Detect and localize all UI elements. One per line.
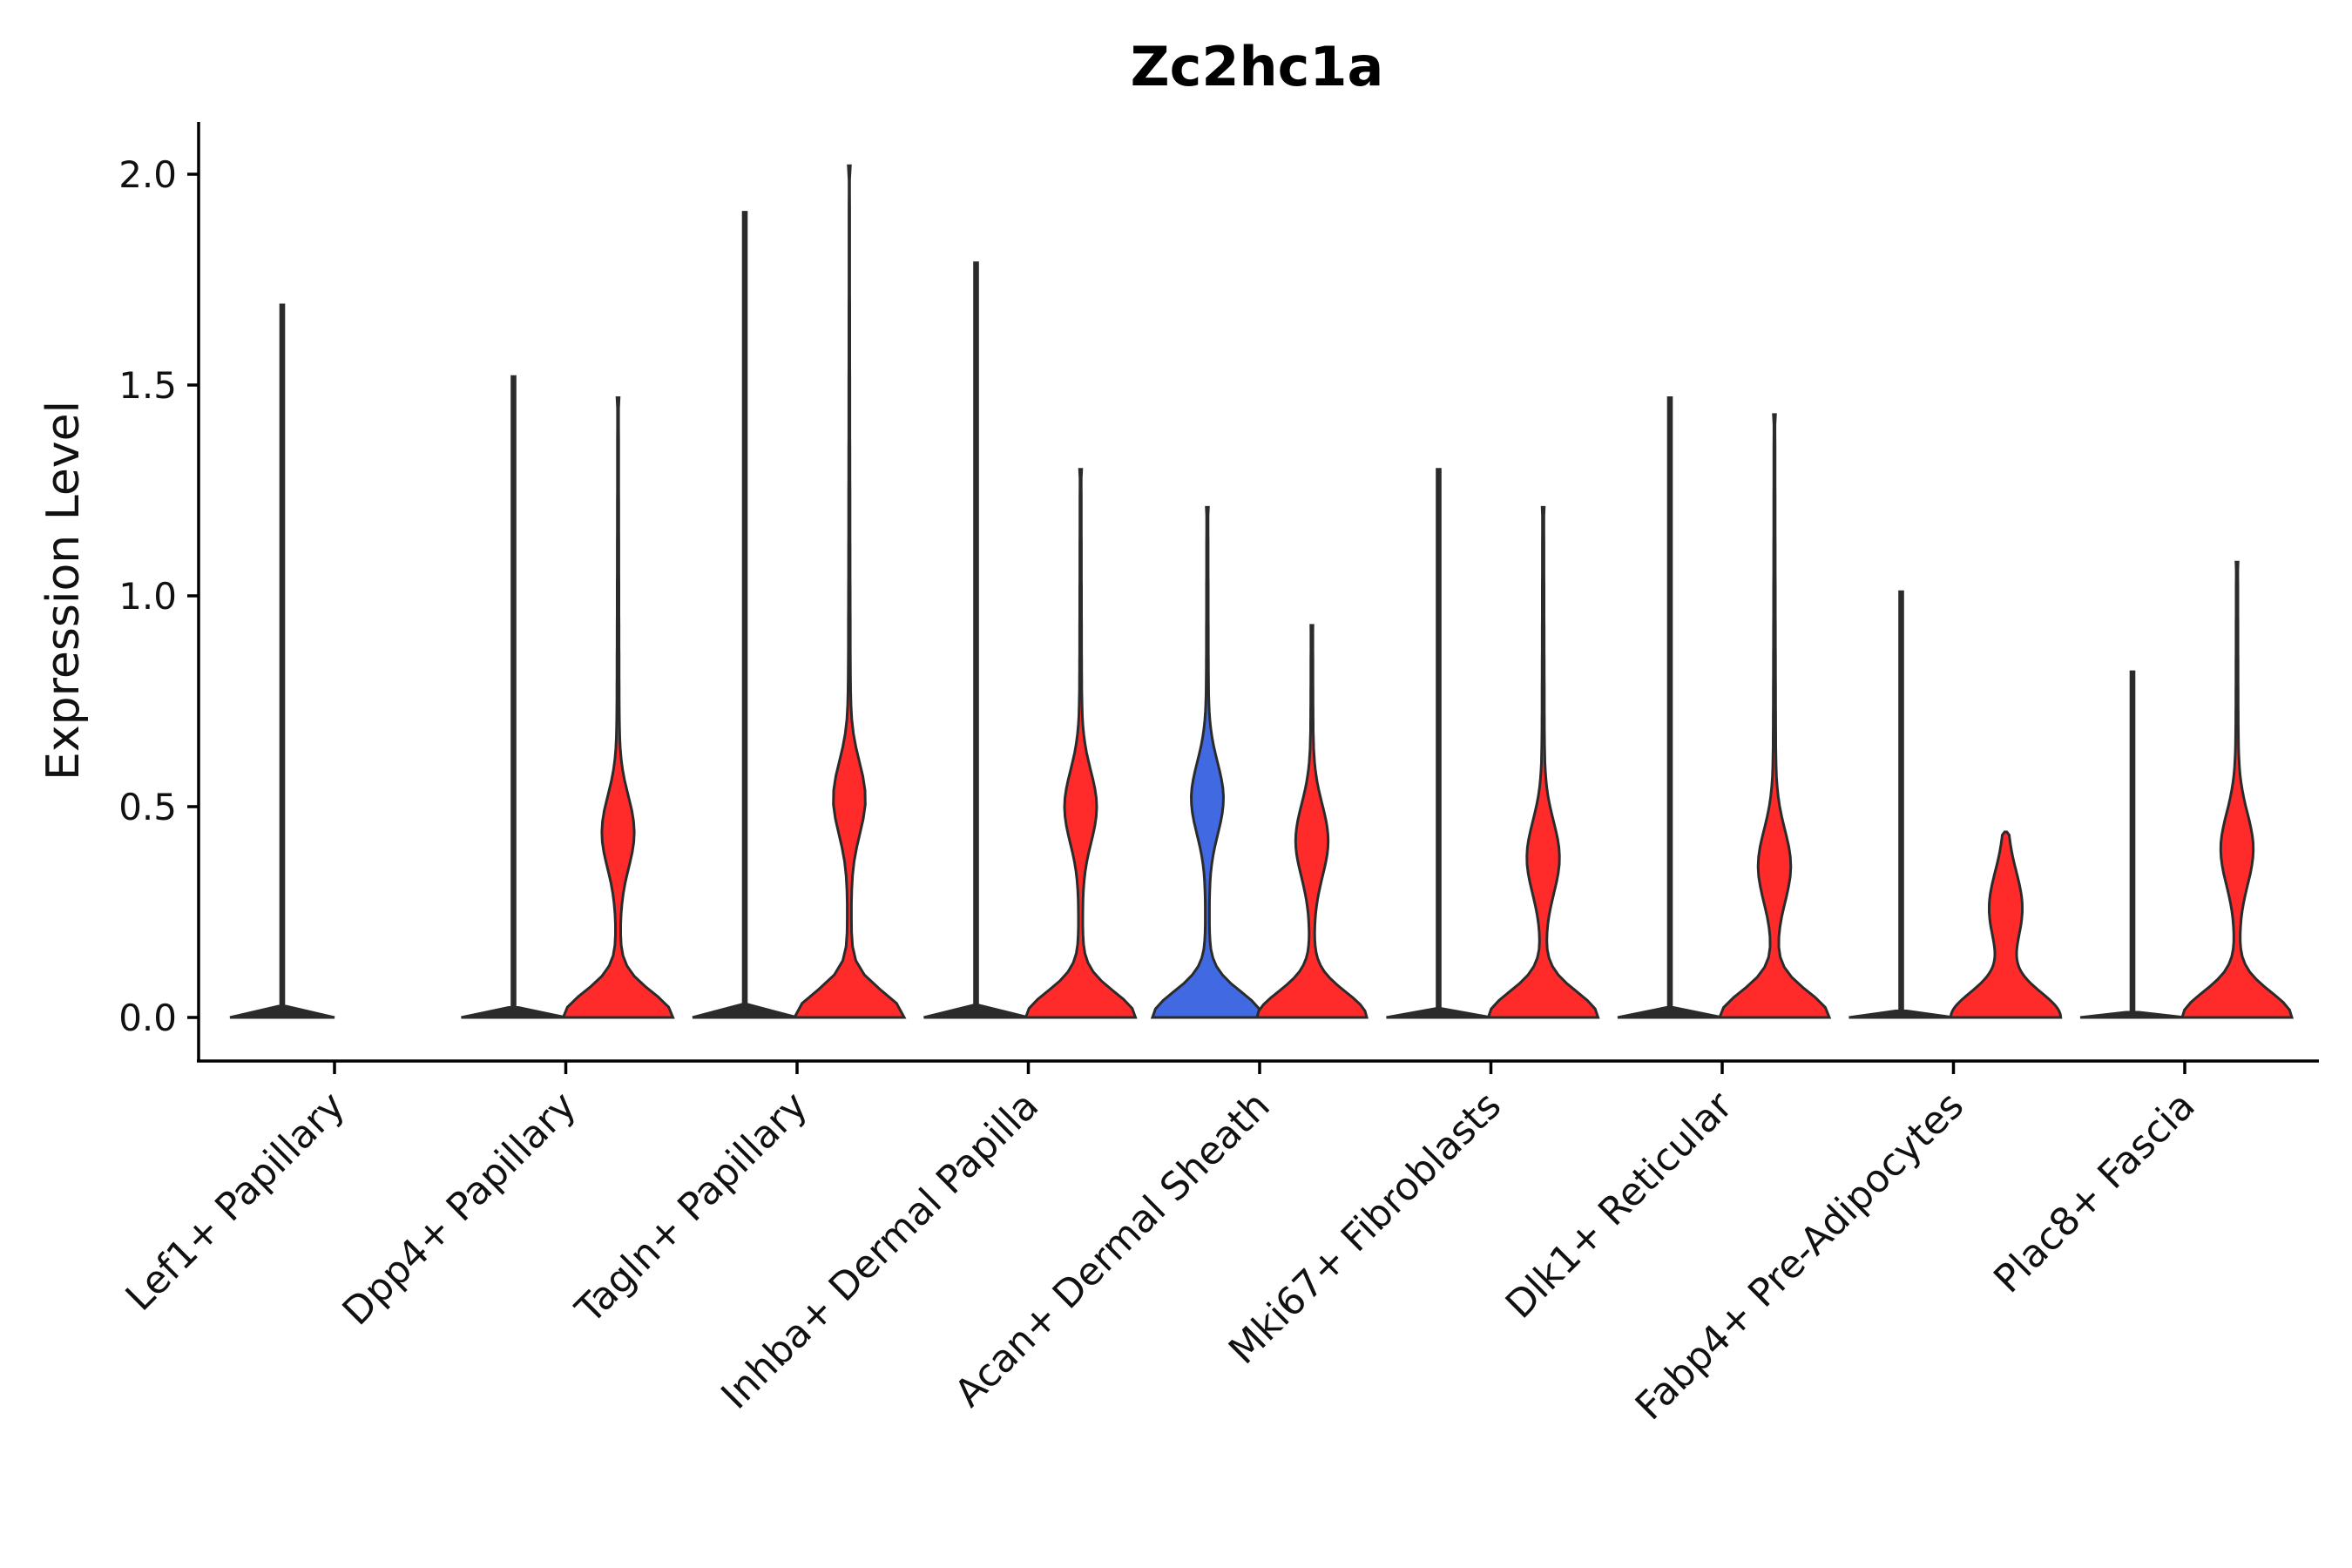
violin-blue (461, 375, 566, 1019)
y-tick-label: 1.0 (118, 575, 177, 618)
violin-red (1717, 413, 1832, 1019)
x-tick-label: Tagln+ Papillary (567, 1084, 816, 1333)
violin-blue (923, 261, 1029, 1019)
violin-blue (1386, 468, 1491, 1019)
x-tick-label: Dpp4+ Papillary (335, 1084, 585, 1335)
violin-blue (1848, 590, 1954, 1019)
chart-title: Zc2hc1a (1131, 35, 1384, 98)
y-tick-label: 0.0 (118, 997, 177, 1039)
violin-blue (2079, 670, 2186, 1019)
y-tick-label: 1.5 (118, 364, 177, 407)
violin-red (1255, 624, 1369, 1019)
violin-red (1024, 468, 1138, 1019)
violin-red (1949, 830, 2063, 1019)
violin-blue (1617, 396, 1723, 1019)
y-tick-label: 2.0 (118, 153, 177, 196)
violin-blue (1150, 505, 1265, 1019)
violin-red (792, 164, 907, 1019)
y-tick-label: 0.5 (118, 786, 177, 828)
x-tick-label: Lef1+ Papillary (118, 1084, 354, 1320)
violins-layer (229, 164, 2295, 1019)
y-axis-label: Expression Level (37, 401, 90, 781)
violin-red (561, 396, 675, 1019)
violin-red (1486, 505, 1600, 1019)
x-tick-label: Dlk1+ Reticular (1497, 1083, 1742, 1328)
y-ticks: 0.0 0.5 1.0 1.5 2.0 (118, 153, 199, 1039)
violin-blue (229, 303, 335, 1019)
violin-blue (692, 211, 798, 1019)
x-tick-label: Plac8+ Fascia (1985, 1084, 2204, 1302)
violin-red (2180, 560, 2295, 1019)
